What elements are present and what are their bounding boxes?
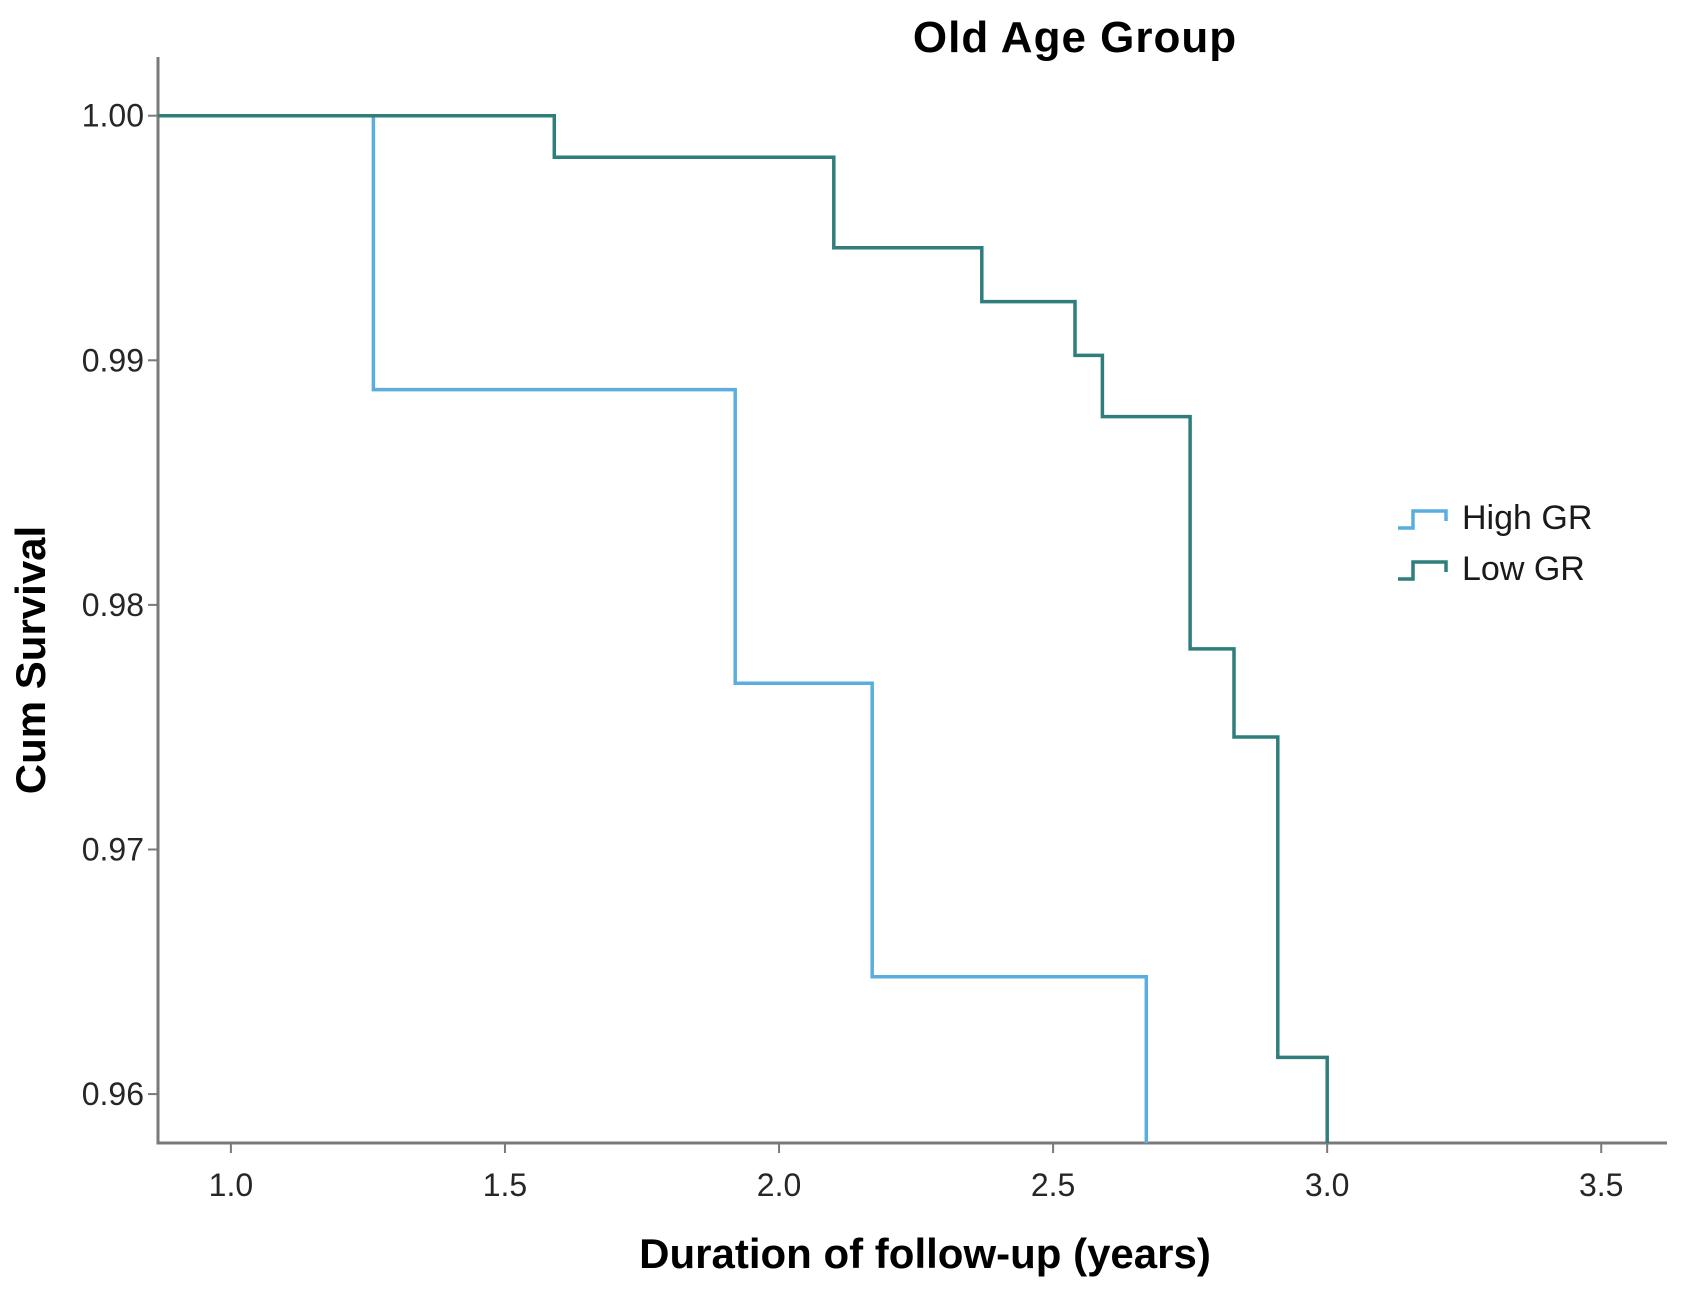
x-tick-label: 3.0 bbox=[1305, 1167, 1349, 1203]
y-tick-label: 0.96 bbox=[82, 1076, 144, 1112]
x-axis-tick-labels: 1.0 1.5 2.0 2.5 3.0 3.5 bbox=[209, 1167, 1624, 1203]
x-tick-label: 3.5 bbox=[1579, 1167, 1623, 1203]
y-tick-label: 0.99 bbox=[82, 342, 144, 378]
high-gr-curve bbox=[158, 113, 1149, 1143]
x-axis-label: Duration of follow-up (years) bbox=[639, 1230, 1211, 1277]
legend: High GR Low GR bbox=[1398, 499, 1592, 588]
legend-sample-low-gr bbox=[1398, 560, 1448, 581]
y-tick-label: 0.97 bbox=[82, 831, 144, 867]
y-axis-label: Cum Survival bbox=[7, 526, 54, 794]
legend-sample-high-gr bbox=[1398, 509, 1448, 530]
x-tick-label: 2.5 bbox=[1031, 1167, 1075, 1203]
y-axis-tick-labels: 1.00 0.99 0.98 0.97 0.96 bbox=[82, 98, 144, 1112]
y-tick-label: 1.00 bbox=[82, 98, 144, 134]
legend-label-low-gr: Low GR bbox=[1462, 550, 1585, 588]
x-tick-label: 2.0 bbox=[757, 1167, 801, 1203]
legend-label-high-gr: High GR bbox=[1462, 499, 1592, 537]
y-tick-label: 0.98 bbox=[82, 587, 144, 623]
x-tick-label: 1.5 bbox=[483, 1167, 527, 1203]
x-tick-label: 1.0 bbox=[209, 1167, 253, 1203]
low-gr-curve bbox=[158, 113, 1329, 1143]
chart-title: Old Age Group bbox=[913, 13, 1237, 62]
x-axis-ticks bbox=[229, 1143, 1603, 1153]
y-axis-ticks bbox=[148, 114, 158, 1096]
axis-frame bbox=[156, 57, 1667, 1145]
